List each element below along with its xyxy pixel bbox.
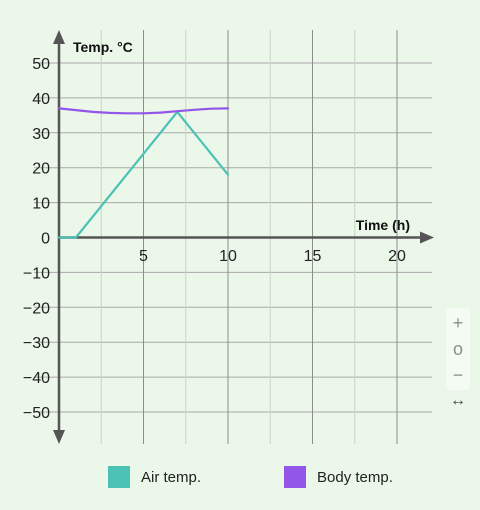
pan-arrows-icon[interactable]: ↔	[450, 392, 466, 409]
legend-label-air-temp: Air temp.	[141, 468, 202, 486]
legend-item-body-temp[interactable]: Body temp.	[284, 466, 393, 488]
y-tick-label: 50	[32, 56, 50, 73]
legend-item-air-temp[interactable]: Air temp.	[108, 466, 201, 488]
zoom-in-icon[interactable]: +	[452, 313, 464, 333]
y-tick-label: 20	[32, 161, 50, 178]
x-tick-label: 10	[219, 248, 237, 265]
x-tick-label: 5	[139, 248, 148, 265]
y-axis-label: Temp. °C	[73, 39, 133, 55]
y-axis-arrow-down	[53, 430, 65, 444]
y-axis-arrow-up	[53, 30, 65, 44]
legend-label-body-temp: Body temp.	[317, 468, 393, 486]
y-tick-label: 30	[32, 126, 50, 143]
series-line-body-temp	[57, 107, 230, 115]
zoom-reset-icon[interactable]: o	[452, 339, 463, 359]
y-tick-label: −10	[23, 265, 50, 282]
x-tick-label: 15	[304, 248, 322, 265]
legend: Air temp. Body temp.	[0, 462, 480, 492]
series-line-air-temp	[57, 110, 230, 239]
legend-swatch-body-temp	[284, 466, 306, 488]
y-tick-label: 40	[32, 91, 50, 108]
zoom-controls: + o −	[446, 308, 470, 390]
legend-swatch-air-temp	[108, 466, 130, 488]
y-tick-label: −50	[23, 405, 50, 422]
temperature-chart: −50 −40 −30 −20 −10 0 10 20 30 40 50 5 10 15 20 Temp. °…	[23, 30, 434, 444]
y-tick-label: −40	[23, 370, 50, 387]
x-axis-label: Time (h)	[356, 217, 410, 233]
zoom-out-icon[interactable]: −	[452, 365, 464, 385]
y-tick-label: −30	[23, 335, 50, 352]
x-tick-label: 20	[388, 248, 406, 265]
y-tick-label: 0	[41, 231, 50, 248]
x-axis-arrow	[420, 231, 434, 244]
y-tick-label: −20	[23, 300, 50, 317]
y-tick-label: 10	[32, 196, 50, 213]
